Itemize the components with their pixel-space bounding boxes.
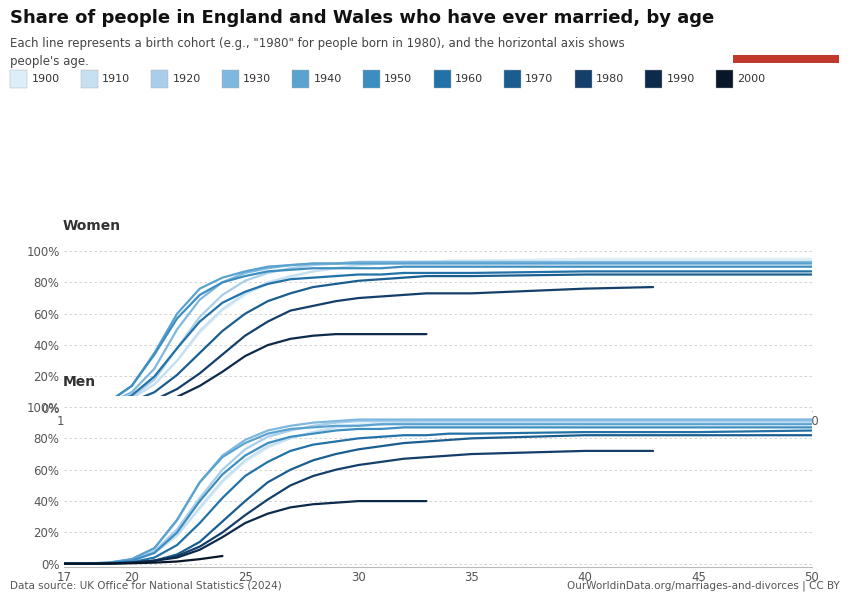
Text: 1900: 1900 [31,74,60,84]
Text: Each line represents a birth cohort (e.g., "1980" for people born in 1980), and : Each line represents a birth cohort (e.g… [10,37,625,68]
Text: Data source: UK Office for National Statistics (2024): Data source: UK Office for National Stat… [10,581,282,591]
Text: 1960: 1960 [455,74,483,84]
Text: 1920: 1920 [173,74,201,84]
Text: 2000: 2000 [737,74,765,84]
Text: Our World: Our World [756,19,816,29]
Text: 1990: 1990 [666,74,694,84]
Text: Share of people in England and Wales who have ever married, by age: Share of people in England and Wales who… [10,9,715,27]
Text: OurWorldinData.org/marriages-and-divorces | CC BY: OurWorldinData.org/marriages-and-divorce… [567,581,840,591]
Text: 1970: 1970 [525,74,553,84]
Text: Women: Women [63,219,122,233]
Text: 1980: 1980 [596,74,624,84]
Text: 1940: 1940 [314,74,342,84]
Text: in Data: in Data [765,37,808,47]
Text: 1910: 1910 [102,74,130,84]
Bar [733,55,839,63]
Text: 1930: 1930 [243,74,271,84]
Text: Men: Men [63,375,96,389]
Text: 1950: 1950 [384,74,412,84]
